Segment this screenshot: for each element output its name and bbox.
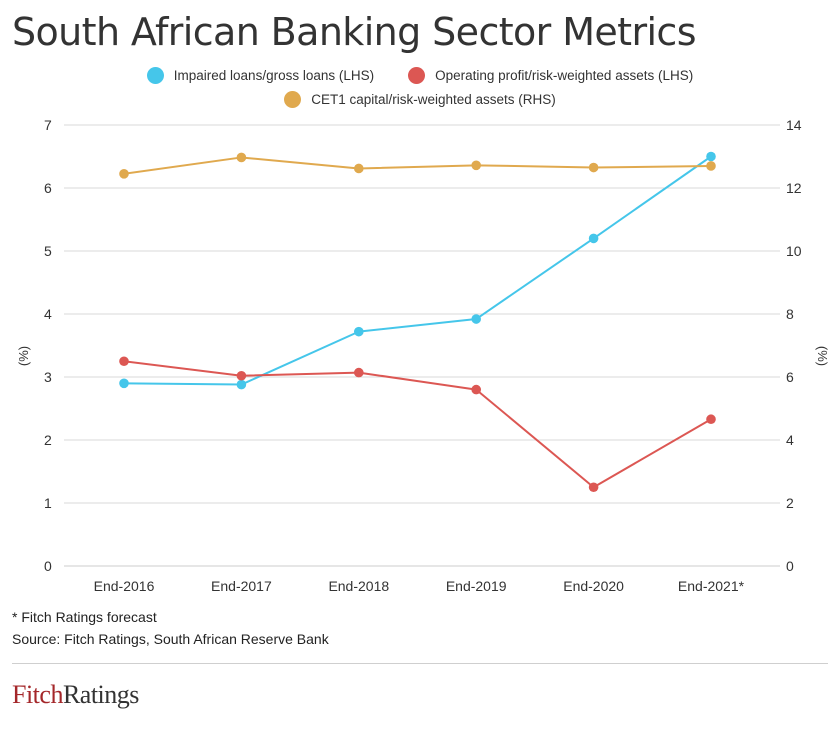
data-point-cet1-capital [706, 161, 716, 171]
series-line-operating-profit [123, 360, 712, 489]
legend-row-1: Impaired loans/gross loans (LHS) Operati… [0, 67, 840, 84]
source-note: Source: Fitch Ratings, South African Res… [12, 631, 329, 647]
legend-swatch-operating-profit [408, 67, 426, 84]
legend-swatch-impaired-loans [146, 67, 164, 84]
y-left-tick-label: 6 [44, 180, 52, 196]
y-right-tick-label: 6 [786, 369, 794, 385]
y-right-axis-label: (%) [815, 346, 830, 366]
data-point-cet1-capital [471, 160, 482, 171]
y-right-tick-label: 4 [786, 432, 794, 448]
data-point-cet1-capital [119, 169, 129, 179]
data-point-impaired-loans [588, 233, 599, 244]
legend-label-impaired-loans: Impaired loans/gross loans (LHS) [173, 68, 375, 83]
x-tick-label: End-2017 [211, 578, 272, 594]
data-point-impaired-loans [236, 379, 247, 390]
series-line-cet1-capital [123, 156, 712, 175]
data-point-operating-profit [706, 414, 716, 425]
data-point-impaired-loans [706, 151, 716, 162]
data-point-cet1-capital [236, 152, 247, 163]
chart-title: South African Banking Sector Metrics [12, 10, 697, 54]
legend-swatch-cet1-capital [284, 91, 302, 108]
y-left-axis-label: (%) [16, 346, 31, 366]
fitch-ratings-logo: FitchRatings [12, 680, 139, 709]
y-right-tick-label: 2 [786, 495, 794, 511]
data-point-impaired-loans [471, 314, 482, 324]
data-point-cet1-capital [588, 162, 599, 173]
data-point-cet1-capital [354, 163, 364, 174]
legend-row-2: CET1 capital/risk-weighted assets (RHS) [0, 91, 840, 108]
legend-item-impaired-loans: Impaired loans/gross loans (LHS) [146, 67, 375, 84]
y-left-tick-label: 4 [44, 306, 52, 322]
y-right-tick-label: 8 [786, 306, 794, 322]
y-right-tick-label: 12 [786, 180, 802, 196]
y-left-tick-label: 2 [44, 432, 52, 448]
footnote: * Fitch Ratings forecast [12, 609, 157, 625]
legend-label-cet1-capital: CET1 capital/risk-weighted assets (RHS) [311, 92, 556, 107]
data-point-operating-profit [354, 367, 364, 378]
y-left-tick-label: 7 [44, 117, 52, 133]
legend-label-operating-profit: Operating profit/risk-weighted assets (L… [435, 68, 694, 83]
x-tick-label: End-2019 [446, 578, 507, 594]
x-tick-label: End-2018 [328, 578, 389, 594]
y-left-tick-label: 0 [44, 558, 52, 574]
y-left-tick-label: 5 [44, 243, 52, 259]
y-right-tick-label: 14 [786, 117, 802, 133]
y-left-tick-label: 1 [44, 495, 52, 511]
data-point-operating-profit [471, 384, 482, 395]
divider [12, 663, 828, 664]
y-left-tick-label: 3 [44, 369, 52, 385]
x-tick-label: End-2021* [678, 578, 745, 594]
data-point-operating-profit [236, 370, 247, 381]
legend-item-cet1-capital: CET1 capital/risk-weighted assets (RHS) [284, 91, 556, 108]
data-point-operating-profit [119, 356, 129, 367]
x-tick-label: End-2020 [563, 578, 624, 594]
data-point-impaired-loans [354, 326, 364, 337]
data-point-operating-profit [588, 482, 599, 493]
data-point-impaired-loans [119, 378, 129, 389]
legend-item-operating-profit: Operating profit/risk-weighted assets (L… [408, 67, 693, 84]
x-tick-label: End-2016 [94, 578, 155, 594]
series-line-impaired-loans [123, 155, 712, 386]
y-right-tick-label: 0 [786, 558, 794, 574]
y-right-tick-label: 10 [786, 243, 802, 259]
